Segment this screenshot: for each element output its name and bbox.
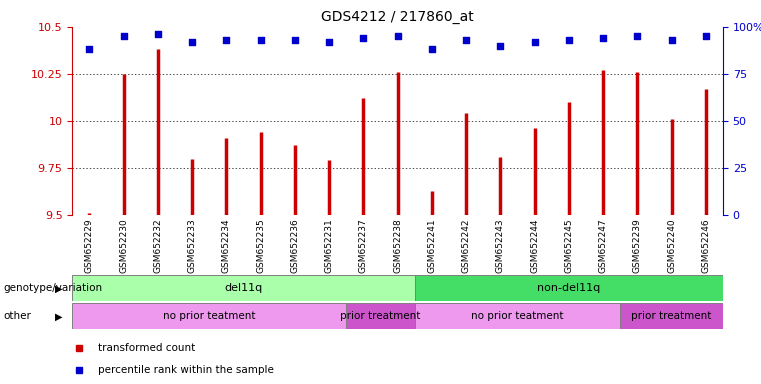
Point (358, 35, 370, 41)
Point (289, 37, 301, 43)
Point (254, 37, 266, 43)
Point (562, 37, 575, 43)
Text: GSM652238: GSM652238 (393, 218, 402, 273)
Bar (346, 303, 415, 329)
Text: genotype/variation: genotype/variation (4, 283, 103, 293)
Text: GSM652242: GSM652242 (462, 218, 470, 273)
Text: GSM652241: GSM652241 (428, 218, 436, 273)
Text: GSM652231: GSM652231 (325, 218, 333, 273)
Text: other: other (4, 311, 32, 321)
Text: GSM652244: GSM652244 (530, 218, 539, 273)
Text: GSM652240: GSM652240 (667, 218, 676, 273)
Point (426, 46, 438, 53)
Point (528, 39, 540, 45)
Text: GSM652235: GSM652235 (256, 218, 265, 273)
Text: non-del11q: non-del11q (537, 283, 600, 293)
Point (700, 33, 712, 40)
Point (84, 46, 96, 53)
Text: GSM652239: GSM652239 (633, 218, 642, 273)
Point (632, 33, 644, 40)
Text: no prior teatment: no prior teatment (163, 311, 256, 321)
Point (495, 43, 507, 49)
Point (186, 39, 198, 45)
Point (597, 35, 609, 41)
Text: prior treatment: prior treatment (340, 311, 421, 321)
Point (665, 37, 677, 43)
Text: GSM652230: GSM652230 (119, 218, 128, 273)
Point (323, 39, 335, 45)
Text: GSM652236: GSM652236 (291, 218, 299, 273)
Bar (72, 303, 346, 329)
Text: GSM652247: GSM652247 (599, 218, 607, 273)
Text: GSM652234: GSM652234 (222, 218, 231, 273)
Text: del11q: del11q (224, 283, 263, 293)
Point (460, 37, 472, 43)
Text: ▶: ▶ (55, 283, 62, 293)
Bar (72, 275, 415, 301)
Text: GSM652246: GSM652246 (702, 218, 710, 273)
Text: prior treatment: prior treatment (632, 311, 712, 321)
Text: GSM652245: GSM652245 (565, 218, 573, 273)
Text: percentile rank within the sample: percentile rank within the sample (98, 366, 274, 376)
Bar (415, 275, 723, 301)
Text: GSM652232: GSM652232 (154, 218, 162, 273)
Point (151, 31, 164, 38)
Point (391, 33, 403, 40)
Text: no prior teatment: no prior teatment (471, 311, 564, 321)
Bar (620, 303, 723, 329)
Text: GSM652237: GSM652237 (359, 218, 368, 273)
Point (221, 37, 233, 43)
Point (117, 33, 129, 40)
Text: GSM652243: GSM652243 (496, 218, 505, 273)
Text: GSM652233: GSM652233 (188, 218, 196, 273)
Text: transformed count: transformed count (98, 343, 196, 353)
Bar (415, 303, 620, 329)
Title: GDS4212 / 217860_at: GDS4212 / 217860_at (321, 10, 474, 25)
Text: ▶: ▶ (55, 311, 62, 321)
Text: GSM652229: GSM652229 (85, 218, 94, 273)
